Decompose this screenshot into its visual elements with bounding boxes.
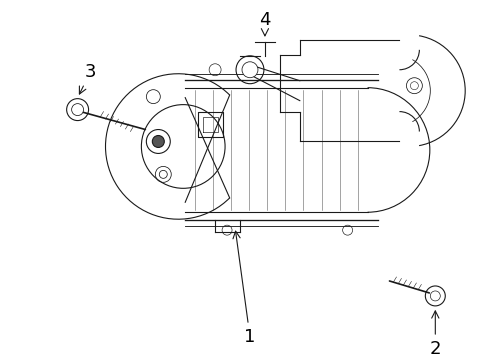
Circle shape (242, 62, 258, 78)
Text: 3: 3 (79, 63, 97, 94)
Text: 1: 1 (233, 231, 256, 346)
Text: 4: 4 (259, 11, 270, 36)
Circle shape (72, 104, 84, 116)
Text: 2: 2 (430, 311, 441, 358)
Circle shape (147, 130, 170, 153)
Circle shape (152, 135, 164, 148)
